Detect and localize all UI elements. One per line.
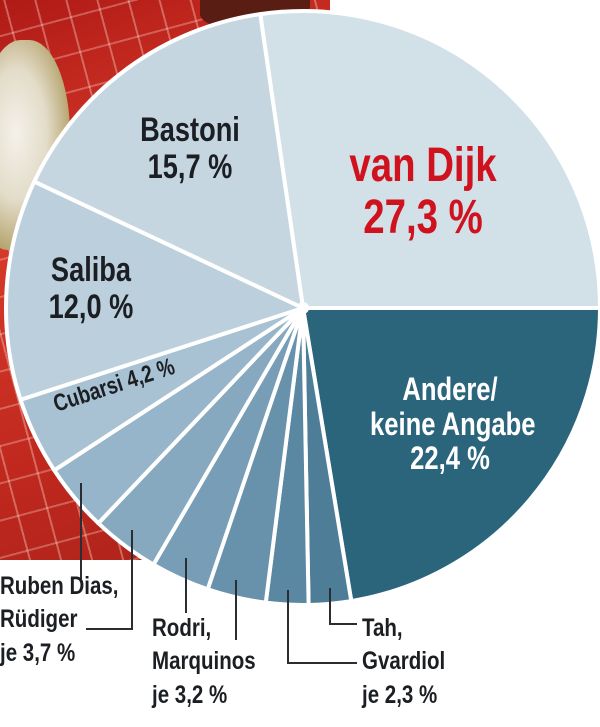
label-dias: Ruben Dias, (0, 572, 119, 600)
leader-line-ruediger (86, 530, 133, 630)
label-rodri-marquinos-pct: je 3,2 % (152, 680, 228, 709)
label-dias-ruediger-pct: je 3,7 % (0, 638, 76, 667)
label-van-dijk: van Dijk 27,3 % (339, 140, 507, 244)
pie-slice-andere-keine-angabe (301, 306, 600, 604)
leader-line-ruben-dias (80, 483, 82, 579)
label-saliba: Saliba 12,0 % (39, 252, 143, 325)
label-dias-ruediger: Ruben Dias, Rüdiger je 3,7 % (0, 570, 118, 670)
label-saliba-pct: 12,0 % (48, 287, 134, 326)
label-van-dijk-name: van Dijk (349, 139, 497, 192)
label-bastoni-name: Bastoni (140, 111, 240, 149)
leader-line-rodri (185, 558, 187, 613)
leader-line-tah (329, 588, 357, 625)
label-rodri: Rodri, (152, 614, 212, 642)
leader-line-gvardiol (287, 590, 357, 664)
leader-line-marquinos (235, 580, 237, 640)
label-bastoni-pct: 15,7 % (147, 147, 233, 186)
label-andere: Andere/ keine Angabe 22,4 % (370, 371, 536, 477)
label-andere-line1: Andere/ (402, 371, 498, 407)
label-andere-line2: keine Angabe (370, 405, 536, 442)
label-andere-pct: 22,4 % (410, 440, 490, 477)
pie-slice-bastoni (32, 12, 305, 310)
pie-slice-van-dijk (258, 9, 600, 310)
label-rodri-marquinos: Rodri, Marquinos je 3,2 % (152, 612, 256, 712)
label-marquinos: Marquinos (152, 647, 256, 676)
label-bastoni: Bastoni 15,7 % (134, 112, 246, 185)
label-tah-gvardiol: Tah, Gvardiol je 2,3 % (362, 612, 445, 712)
pie-slice-saliba (4, 179, 305, 402)
label-van-dijk-pct: 27,3 % (363, 190, 483, 244)
label-tah-gvardiol-pct: je 2,3 % (362, 680, 438, 709)
label-ruediger: Rüdiger (0, 605, 78, 634)
label-tah: Tah, (362, 614, 403, 642)
label-gvardiol: Gvardiol (362, 647, 446, 676)
label-saliba-name: Saliba (50, 251, 132, 289)
pie-center-hub (297, 302, 309, 314)
